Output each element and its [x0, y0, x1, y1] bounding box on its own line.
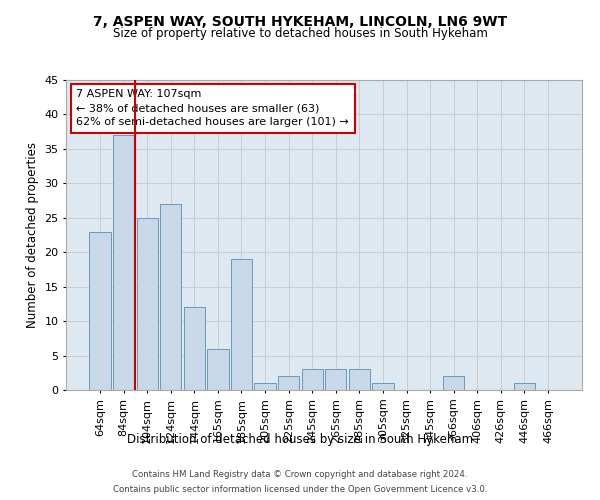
Bar: [113, 135, 134, 390]
Bar: [231, 259, 252, 390]
Bar: [373, 383, 394, 390]
Bar: [137, 218, 158, 390]
Bar: [514, 383, 535, 390]
Bar: [89, 232, 110, 390]
Bar: [443, 376, 464, 390]
Text: 7, ASPEN WAY, SOUTH HYKEHAM, LINCOLN, LN6 9WT: 7, ASPEN WAY, SOUTH HYKEHAM, LINCOLN, LN…: [93, 15, 507, 29]
Text: Contains public sector information licensed under the Open Government Licence v3: Contains public sector information licen…: [113, 485, 487, 494]
Text: Size of property relative to detached houses in South Hykeham: Size of property relative to detached ho…: [113, 28, 487, 40]
Y-axis label: Number of detached properties: Number of detached properties: [26, 142, 38, 328]
Text: Distribution of detached houses by size in South Hykeham: Distribution of detached houses by size …: [127, 432, 473, 446]
Text: 7 ASPEN WAY: 107sqm
← 38% of detached houses are smaller (63)
62% of semi-detach: 7 ASPEN WAY: 107sqm ← 38% of detached ho…: [76, 90, 349, 128]
Bar: [184, 308, 205, 390]
Bar: [302, 370, 323, 390]
Bar: [208, 348, 229, 390]
Bar: [278, 376, 299, 390]
Bar: [349, 370, 370, 390]
Bar: [160, 204, 181, 390]
Text: Contains HM Land Registry data © Crown copyright and database right 2024.: Contains HM Land Registry data © Crown c…: [132, 470, 468, 479]
Bar: [325, 370, 346, 390]
Bar: [254, 383, 275, 390]
